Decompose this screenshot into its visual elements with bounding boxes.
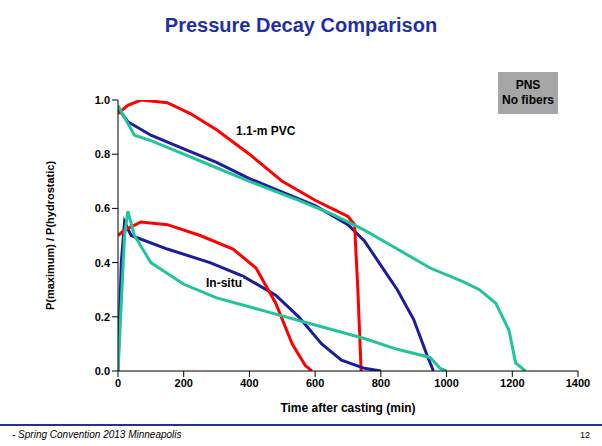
svg-text:Time after casting (min): Time after casting (min) [280, 401, 415, 415]
svg-text:1.0: 1.0 [95, 94, 110, 106]
svg-text:0.4: 0.4 [95, 257, 111, 269]
html-text:No fibers: No fibers [502, 93, 554, 107]
svg-text:0.6: 0.6 [95, 202, 110, 214]
html-text:- Spring Convention 2013 Minne: - Spring Convention 2013 Minneapolis [12, 429, 182, 440]
svg-text:0: 0 [115, 377, 121, 389]
html-text:PNS: PNS [515, 78, 541, 92]
svg-text:0.2: 0.2 [95, 311, 110, 323]
svg-text:1400: 1400 [566, 377, 590, 389]
svg-text:0.0: 0.0 [95, 365, 110, 377]
html-text:1.1-m PVC: 1.1-m PVC [236, 124, 296, 138]
svg-text:1000: 1000 [434, 377, 458, 389]
svg-text:200: 200 [175, 377, 193, 389]
html-text:Pressure Decay Comparison: Pressure Decay Comparison [164, 14, 438, 36]
svg-text:600: 600 [306, 377, 324, 389]
svg-text:1200: 1200 [500, 377, 524, 389]
html-text:12: 12 [580, 430, 590, 440]
svg-text:800: 800 [372, 377, 390, 389]
svg-text:0.8: 0.8 [95, 148, 110, 160]
svg-text:P(maximum) / P(hydrostatic): P(maximum) / P(hydrostatic) [44, 161, 56, 310]
svg-text:400: 400 [240, 377, 258, 389]
html-text:In-situ: In-situ [206, 276, 242, 290]
